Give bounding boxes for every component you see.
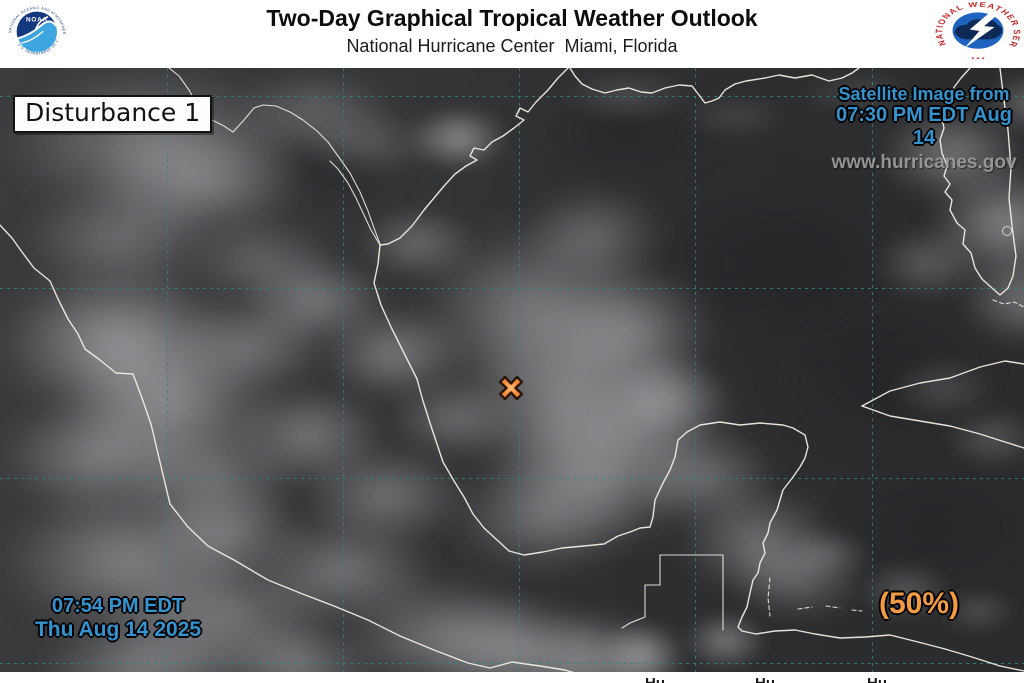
florida-coastline [939,68,1017,296]
florida-keys [992,299,1024,308]
grid-line-vertical [872,68,873,672]
grid-line-vertical [695,68,696,672]
cuba-north-coast [861,360,1024,407]
nws-lightning-icon [964,10,999,49]
grid-line-horizontal [0,478,1024,479]
mexico-yucatan-coastline [373,244,1024,672]
bottom-bar-fragment: Hu [867,675,887,683]
bay-islands [797,605,863,612]
noaa-logo: NATIONAL OCEANIC AND ATMOSPHERIC ADMINIS… [5,1,68,64]
disturbance-label: Disturbance 1 [13,95,213,133]
belize-barrier-reef [767,577,771,617]
bottom-bar-fragment: Hu [755,675,775,683]
disturbance-x-marker [498,375,524,401]
issued-timestamp: 07:54 PM EDT Thu Aug 14 2025 [22,595,214,642]
page-title: Two-Day Graphical Tropical Weather Outlo… [266,5,758,31]
belize-guatemala-borders [621,554,724,631]
grid-line-vertical [343,68,344,672]
nws-logo: NATIONAL WEATHER SERVICE • • • [934,1,1022,64]
north-gulf-coastline [569,68,860,104]
satellite-info: Satellite Image from 07:30 PM EDT Aug 14 [826,84,1022,149]
page-subtitle: National Hurricane Center Miami, Florida [346,36,678,56]
formation-chance: (50%) [879,587,960,620]
pacific-coastline [0,224,575,672]
satellite-info-line2: 07:30 PM EDT Aug 14 [836,104,1012,149]
issued-date: Thu Aug 14 2025 [34,618,202,641]
satellite-info-line1: Satellite Image from [838,84,1010,104]
issued-time: 07:54 PM EDT [51,595,185,617]
noaa-label: NOAA [26,17,48,24]
header: NATIONAL OCEANIC AND ATMOSPHERIC ADMINIS… [0,0,1024,68]
bottom-bar-fragment: Hu [645,675,665,683]
grid-line-horizontal [0,288,1024,289]
grid-line-horizontal [0,96,1024,97]
laguna-madre-coast [329,160,381,246]
grid-line-vertical [167,68,168,672]
noaa-bird-icon [16,20,57,40]
grid-line-vertical [519,68,520,672]
cuba-south-coast [861,405,1024,449]
website-watermark: www.hurricanes.gov [831,152,1017,173]
satellite-map: Disturbance 1 Satellite Image from 07:30… [0,68,1024,672]
bottom-bar: Hu Hu Hu [0,672,1024,683]
nws-ring-stars: • • • [971,55,985,62]
coastlines-svg [0,68,1024,672]
lake-okeechobee [1002,226,1012,236]
grid-line-horizontal [0,663,1024,664]
texas-coastline [379,68,569,246]
